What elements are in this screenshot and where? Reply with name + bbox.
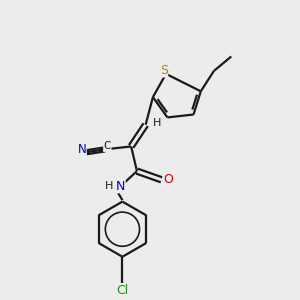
Text: O: O: [163, 173, 173, 186]
Text: Cl: Cl: [116, 284, 129, 297]
Text: C: C: [103, 142, 111, 152]
Text: S: S: [160, 64, 168, 77]
Text: N: N: [116, 180, 125, 193]
Text: H: H: [152, 118, 161, 128]
Text: H: H: [105, 181, 114, 191]
Text: N: N: [77, 143, 86, 156]
